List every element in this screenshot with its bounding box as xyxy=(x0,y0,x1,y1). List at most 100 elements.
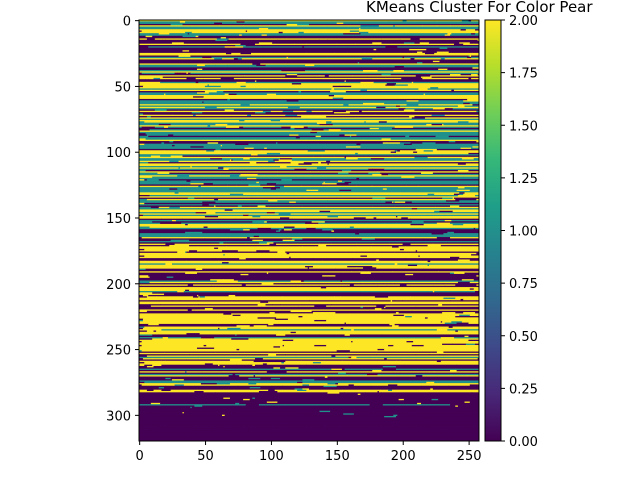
heatmap-cell xyxy=(382,404,417,406)
heatmap-cell xyxy=(407,88,419,91)
heatmap-cell xyxy=(318,171,378,174)
heatmap-cell xyxy=(249,325,255,327)
heatmap-cell xyxy=(139,342,186,345)
heatmap-cell xyxy=(139,384,143,387)
heatmap-cell xyxy=(146,355,170,358)
heatmap-cell xyxy=(319,123,327,126)
heatmap-cell xyxy=(310,305,315,308)
heatmap-cell xyxy=(390,227,421,230)
heatmap-cell xyxy=(306,281,348,284)
heatmap-cell xyxy=(187,435,199,438)
heatmap-cell xyxy=(269,317,277,320)
heatmap-cell xyxy=(463,67,473,70)
heatmap-cell xyxy=(356,337,372,339)
heatmap-cell xyxy=(199,301,232,304)
heatmap-cell xyxy=(369,127,380,130)
heatmap-cell xyxy=(139,191,178,193)
heatmap-cell xyxy=(381,37,392,39)
heatmap-cell xyxy=(430,180,463,183)
heatmap-cell xyxy=(245,351,301,354)
heatmap-cell xyxy=(185,43,241,46)
heatmap-cell xyxy=(353,226,389,229)
heatmap-cell xyxy=(258,359,286,362)
heatmap-cell xyxy=(287,301,315,304)
heatmap-cell xyxy=(389,243,403,246)
heatmap-cell xyxy=(294,151,353,154)
heatmap-cell xyxy=(261,397,295,400)
heatmap-cell xyxy=(320,125,348,127)
heatmap-cell xyxy=(248,143,303,146)
heatmap-cell xyxy=(439,413,473,416)
heatmap-cell xyxy=(353,413,385,416)
heatmap-cell xyxy=(364,372,374,375)
heatmap-cell xyxy=(476,284,480,287)
heatmap-cell xyxy=(276,434,334,437)
heatmap-cell xyxy=(145,250,165,252)
x-tick-label: 200 xyxy=(391,449,416,464)
heatmap-cell xyxy=(195,268,203,271)
heatmap-cell xyxy=(285,76,315,79)
heatmap-cell xyxy=(471,147,480,150)
heatmap-cell xyxy=(303,280,313,283)
heatmap-cell xyxy=(476,427,480,430)
heatmap-cell xyxy=(260,63,265,66)
heatmap-cell xyxy=(312,116,327,118)
heatmap-cell xyxy=(307,173,323,176)
heatmap-cell xyxy=(428,419,432,422)
heatmap-cell xyxy=(190,59,241,62)
heatmap-cell xyxy=(232,209,281,212)
heatmap-cell xyxy=(339,134,345,137)
heatmap-cell xyxy=(443,233,447,235)
heatmap-cell xyxy=(193,293,222,296)
heatmap-cell xyxy=(302,238,336,241)
heatmap-cell xyxy=(202,134,253,137)
heatmap-cell xyxy=(265,304,273,306)
heatmap-cell xyxy=(360,27,389,30)
heatmap-cell xyxy=(139,69,157,72)
heatmap-cell xyxy=(185,31,193,34)
heatmap-cell xyxy=(468,335,480,338)
heatmap-cell xyxy=(161,184,194,187)
heatmap-cell xyxy=(231,159,233,162)
heatmap-cell xyxy=(142,297,193,300)
heatmap-cell xyxy=(353,180,374,183)
heatmap-cell xyxy=(214,306,262,309)
heatmap-cell xyxy=(378,259,415,262)
heatmap-cell xyxy=(306,168,351,171)
heatmap-cell xyxy=(248,362,282,364)
heatmap-cell xyxy=(364,183,419,185)
heatmap-cell xyxy=(245,45,305,47)
heatmap-cell xyxy=(361,222,394,225)
heatmap-cell xyxy=(336,350,351,352)
heatmap-cell xyxy=(204,363,214,366)
heatmap-cell xyxy=(274,35,327,38)
heatmap-cell xyxy=(343,192,364,195)
heatmap-cell xyxy=(339,392,345,395)
heatmap-cell xyxy=(139,206,152,209)
heatmap-cell xyxy=(376,267,411,270)
heatmap-cell xyxy=(459,431,480,434)
heatmap-cell xyxy=(334,88,381,91)
heatmap-cell xyxy=(307,150,314,152)
heatmap-cell xyxy=(382,419,398,422)
heatmap-cell xyxy=(139,73,150,76)
heatmap-cell xyxy=(453,272,465,275)
heatmap-cell xyxy=(179,300,235,302)
heatmap-cell xyxy=(472,104,480,106)
heatmap-cell xyxy=(326,35,338,38)
heatmap-cell xyxy=(457,72,480,75)
heatmap-cell xyxy=(139,193,145,196)
heatmap-cell xyxy=(303,310,313,313)
heatmap-cell xyxy=(173,259,231,262)
heatmap-cell xyxy=(139,430,152,433)
heatmap-cell xyxy=(274,419,334,422)
heatmap-cell xyxy=(285,101,314,104)
heatmap-cell xyxy=(334,204,392,206)
heatmap-cell xyxy=(232,172,293,175)
heatmap-cell xyxy=(453,43,464,46)
heatmap-cell xyxy=(139,409,152,412)
heatmap-cell xyxy=(401,269,460,272)
heatmap-cell xyxy=(183,277,211,280)
heatmap-cell xyxy=(240,230,277,233)
heatmap-cell xyxy=(473,187,480,189)
